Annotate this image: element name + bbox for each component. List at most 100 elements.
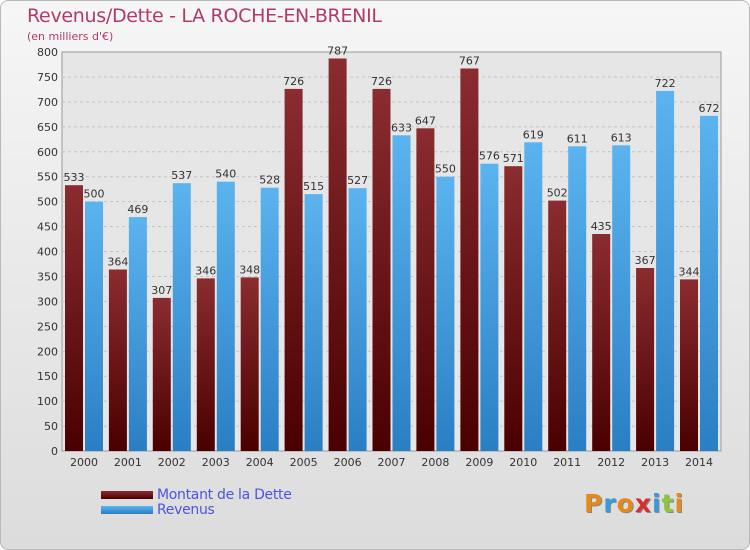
- grid-lines: [62, 76, 721, 427]
- value-label-revenus: 722: [655, 77, 676, 90]
- bar-revenus: [128, 217, 147, 451]
- value-label-revenus: 576: [479, 150, 500, 163]
- y-tick-label: 50: [44, 420, 58, 433]
- bar-debt: [416, 128, 435, 452]
- bar-debt: [636, 268, 655, 451]
- x-tick-label: 2000: [70, 456, 98, 469]
- y-tick-label: 450: [37, 221, 58, 234]
- value-label-debt: 346: [195, 264, 216, 277]
- y-tick-label: 500: [37, 196, 58, 209]
- value-label-debt: 344: [679, 265, 700, 278]
- y-tick-label: 800: [37, 46, 58, 59]
- bar-debt: [504, 166, 523, 451]
- bar-revenus: [260, 187, 279, 451]
- value-label-revenus: 500: [84, 188, 105, 201]
- bars: [65, 58, 718, 452]
- x-tick-label: 2011: [553, 456, 581, 469]
- bar-debt: [548, 200, 567, 451]
- x-tick-label: 2004: [246, 456, 274, 469]
- y-tick-label: 250: [37, 320, 58, 333]
- value-label-revenus: 528: [259, 174, 280, 187]
- value-label-debt: 533: [64, 171, 85, 184]
- value-label-debt: 647: [415, 114, 436, 127]
- value-label-debt: 307: [151, 284, 172, 297]
- y-tick-label: 650: [37, 121, 58, 134]
- x-tick-label: 2002: [158, 456, 186, 469]
- y-tick-label: 750: [37, 71, 58, 84]
- value-label-revenus: 619: [523, 128, 544, 141]
- x-tick-label: 2007: [378, 456, 406, 469]
- value-label-debt: 767: [459, 55, 480, 68]
- value-label-revenus: 672: [699, 102, 720, 115]
- value-label-debt: 367: [635, 254, 656, 267]
- x-tick-label: 2009: [465, 456, 493, 469]
- y-tick-label: 0: [51, 445, 58, 458]
- legend-label-revenus: Revenus: [157, 502, 215, 518]
- bar-debt: [196, 278, 215, 451]
- value-label-debt: 787: [327, 45, 348, 58]
- value-label-revenus: 611: [567, 132, 588, 145]
- value-label-debt: 571: [503, 152, 524, 165]
- bar-revenus: [392, 135, 411, 452]
- x-tick-label: 2003: [202, 456, 230, 469]
- value-label-debt: 364: [107, 256, 128, 269]
- legend-label-debt: Montant de la Dette: [157, 487, 292, 503]
- y-tick-label: 600: [37, 146, 58, 159]
- bar-revenus: [85, 201, 103, 451]
- value-label-revenus: 613: [611, 131, 632, 144]
- y-tick-label: 300: [37, 295, 58, 308]
- bar-revenus: [348, 188, 367, 451]
- legend-item-revenus: Revenus: [101, 502, 215, 518]
- x-axis-labels: 2000 2001 2002 2003 2004 2005 2006 2007 2008 2009…: [70, 456, 713, 469]
- x-tick-label: 2010: [509, 456, 537, 469]
- bar-revenus: [700, 115, 718, 452]
- logo-letter: o: [616, 489, 635, 518]
- value-label-revenus: 527: [347, 174, 368, 187]
- value-labels: 533 500 364 469 307 537 346 540 348 528 726 515 787 5…: [64, 45, 720, 297]
- bar-revenus: [172, 183, 191, 451]
- value-label-revenus: 537: [171, 169, 192, 182]
- bar-debt: [240, 277, 259, 451]
- proxiti-logo: Proxiti: [584, 489, 684, 518]
- x-tick-label: 2012: [597, 456, 625, 469]
- legend-item-debt: Montant de la Dette: [101, 487, 292, 503]
- value-label-debt: 726: [371, 75, 392, 88]
- x-tick-label: 2006: [334, 456, 362, 469]
- y-tick-label: 350: [37, 270, 58, 283]
- logo-letter: x: [634, 489, 652, 518]
- bar-debt: [152, 297, 171, 451]
- bar-debt: [680, 279, 698, 451]
- bar-revenus: [524, 142, 543, 452]
- value-label-revenus: 515: [303, 180, 324, 193]
- y-tick-label: 150: [37, 370, 58, 383]
- bar-revenus: [304, 194, 323, 451]
- y-tick-label: 200: [37, 345, 58, 358]
- y-tick-label: 700: [37, 96, 58, 109]
- x-tick-label: 2005: [290, 456, 318, 469]
- value-label-debt: 348: [239, 263, 260, 276]
- logo-letter: r: [603, 489, 617, 518]
- x-tick-label: 2013: [641, 456, 669, 469]
- bar-revenus: [480, 163, 499, 451]
- y-tick-label: 100: [37, 395, 58, 408]
- value-label-revenus: 550: [435, 163, 456, 176]
- logo-letter: i: [652, 489, 662, 518]
- x-tick-label: 2008: [421, 456, 449, 469]
- bar-debt: [108, 269, 127, 451]
- value-label-revenus: 540: [215, 168, 236, 181]
- value-label-revenus: 469: [127, 203, 148, 216]
- x-tick-label: 2001: [114, 456, 142, 469]
- chart-subtitle: (en milliers d'€): [27, 30, 114, 43]
- y-axis-labels: 0 50 100 150 200 250 300 350 400 450 500 550 600 650 7…: [37, 46, 58, 458]
- bar-revenus: [656, 90, 675, 452]
- bar-revenus: [216, 181, 235, 451]
- x-tick-label: 2014: [685, 456, 713, 469]
- bar-debt: [372, 88, 391, 452]
- value-label-revenus: 633: [391, 121, 412, 134]
- logo-letter: t: [661, 489, 675, 518]
- legend-swatch-revenus: [101, 506, 153, 514]
- bar-debt: [284, 88, 303, 452]
- chart-title: Revenus/Dette - LA ROCHE-EN-BRENIL: [27, 5, 382, 27]
